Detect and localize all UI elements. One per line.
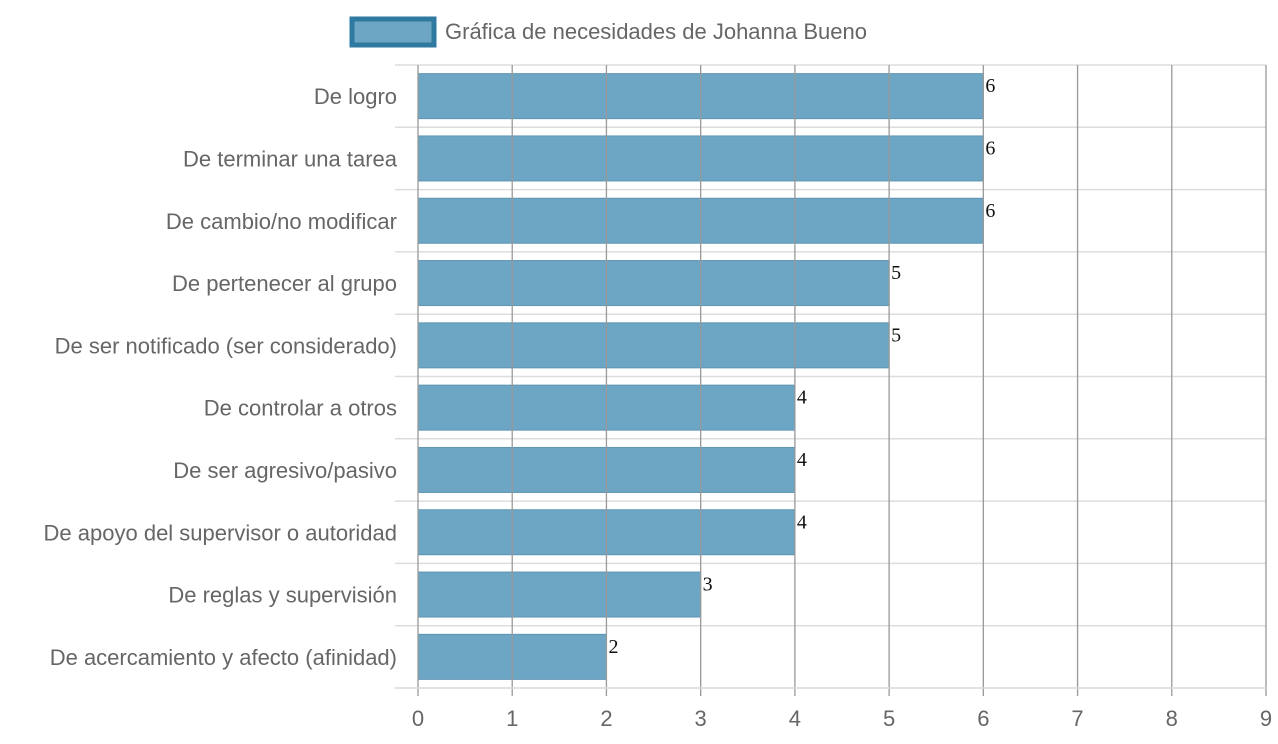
value-gridlines	[417, 65, 1267, 688]
data-label: 5	[891, 324, 901, 346]
x-tick-label: 6	[977, 706, 989, 731]
category-label: De acercamiento y afecto (afinidad)	[50, 645, 397, 670]
data-label: 4	[797, 449, 807, 471]
legend[interactable]: Gráfica de necesidades de Johanna Bueno	[349, 16, 867, 48]
value-axis: 0 1 2 3 4 5 6 7 8 9	[395, 687, 1272, 731]
data-label: 6	[985, 75, 995, 97]
data-label: 6	[985, 200, 995, 222]
category-label: De terminar una tarea	[183, 146, 398, 171]
bar[interactable]	[417, 260, 890, 307]
legend-swatch	[349, 16, 437, 48]
data-label: 2	[608, 636, 618, 658]
data-label: 6	[985, 137, 995, 159]
x-tick-label: 8	[1166, 706, 1178, 731]
data-label: 4	[797, 511, 807, 533]
x-tick-label: 3	[695, 706, 707, 731]
category-axis: De logro De terminar una tarea De cambio/n…	[44, 84, 398, 670]
category-label: De logro	[314, 84, 397, 109]
category-label: De controlar a otros	[204, 396, 397, 421]
x-tick-label: 5	[883, 706, 895, 731]
category-label: De reglas y supervisión	[168, 583, 397, 608]
bar[interactable]	[417, 571, 702, 618]
data-labels: 6 6 6 5 5 4 4 4 3 2	[608, 75, 995, 658]
data-label: 3	[703, 574, 713, 596]
category-label: De ser notificado (ser considerado)	[55, 333, 397, 358]
category-label: De cambio/no modificar	[166, 209, 397, 234]
data-label: 5	[891, 262, 901, 284]
x-tick-label: 1	[506, 706, 518, 731]
x-tick-label: 7	[1071, 706, 1083, 731]
data-label: 4	[797, 387, 807, 409]
x-tick-label: 0	[412, 706, 424, 731]
bar[interactable]	[417, 322, 890, 369]
x-tick-label: 9	[1260, 706, 1272, 731]
x-tick-label: 4	[789, 706, 801, 731]
category-label: De pertenecer al grupo	[172, 271, 397, 296]
legend-label: Gráfica de necesidades de Johanna Bueno	[445, 19, 867, 44]
category-label: De ser agresivo/pasivo	[173, 458, 397, 483]
x-tick-label: 2	[600, 706, 612, 731]
category-label: De apoyo del supervisor o autoridad	[44, 520, 397, 545]
